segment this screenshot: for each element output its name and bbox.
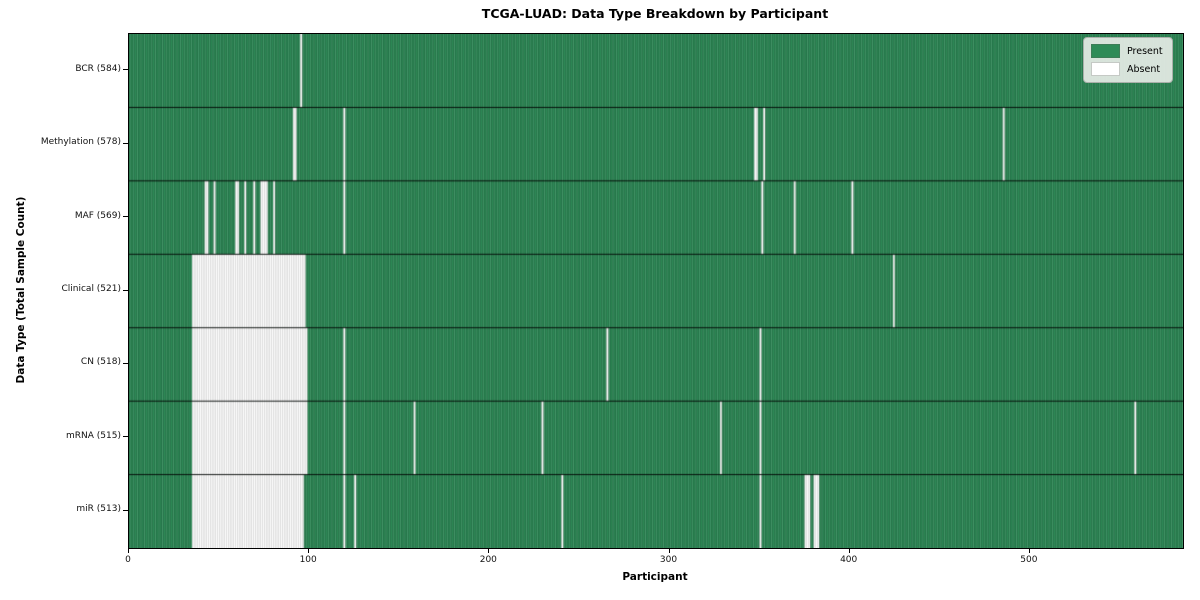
y-tick-label-miR: miR (513)	[76, 504, 121, 515]
x-axis-label: Participant	[622, 571, 688, 583]
x-tick-label: 500	[1020, 555, 1038, 565]
chart-title: TCGA-LUAD: Data Type Breakdown by Partic…	[481, 6, 829, 21]
x-tick-mark	[488, 549, 490, 553]
y-tick-label-mRNA: mRNA (515)	[66, 430, 121, 441]
x-tick-mark	[668, 549, 670, 553]
plot-area	[128, 33, 1184, 549]
y-tick-label-CN: CN (518)	[80, 357, 121, 368]
y-tick-mark	[123, 289, 128, 291]
x-tick-label: 100	[299, 555, 317, 565]
y-axis-label: Data Type (Total Sample Count)	[15, 196, 27, 384]
legend-swatch-icon	[1091, 44, 1120, 58]
legend-entry-present: Present	[1091, 44, 1163, 58]
x-tick-mark	[308, 549, 310, 553]
y-tick-mark	[123, 69, 128, 71]
y-tick-label-Methylation: Methylation (578)	[40, 137, 121, 148]
legend-entry-absent: Absent	[1091, 62, 1163, 76]
legend-label: Present	[1127, 45, 1163, 57]
x-tick-label: 400	[840, 555, 858, 565]
y-tick-mark	[123, 216, 128, 218]
x-tick-label: 200	[479, 555, 497, 565]
x-tick-mark	[848, 549, 850, 553]
y-tick-mark	[123, 509, 128, 511]
legend-swatch-icon	[1091, 62, 1120, 76]
x-tick-label: 0	[125, 555, 131, 565]
y-tick-label-Clinical: Clinical (521)	[61, 284, 121, 294]
heatmap-canvas	[129, 34, 1183, 548]
legend: Present Absent	[1083, 37, 1173, 83]
x-tick-label: 300	[659, 555, 678, 565]
y-tick-label-BCR: BCR (584)	[75, 63, 121, 74]
y-tick-label-MAF: MAF (569)	[74, 210, 121, 221]
x-tick-mark	[128, 549, 129, 553]
y-tick-mark	[123, 436, 128, 438]
x-tick-mark	[1028, 549, 1030, 553]
y-tick-mark	[123, 142, 128, 144]
y-tick-mark	[123, 362, 128, 364]
legend-label: Absent	[1127, 63, 1161, 75]
